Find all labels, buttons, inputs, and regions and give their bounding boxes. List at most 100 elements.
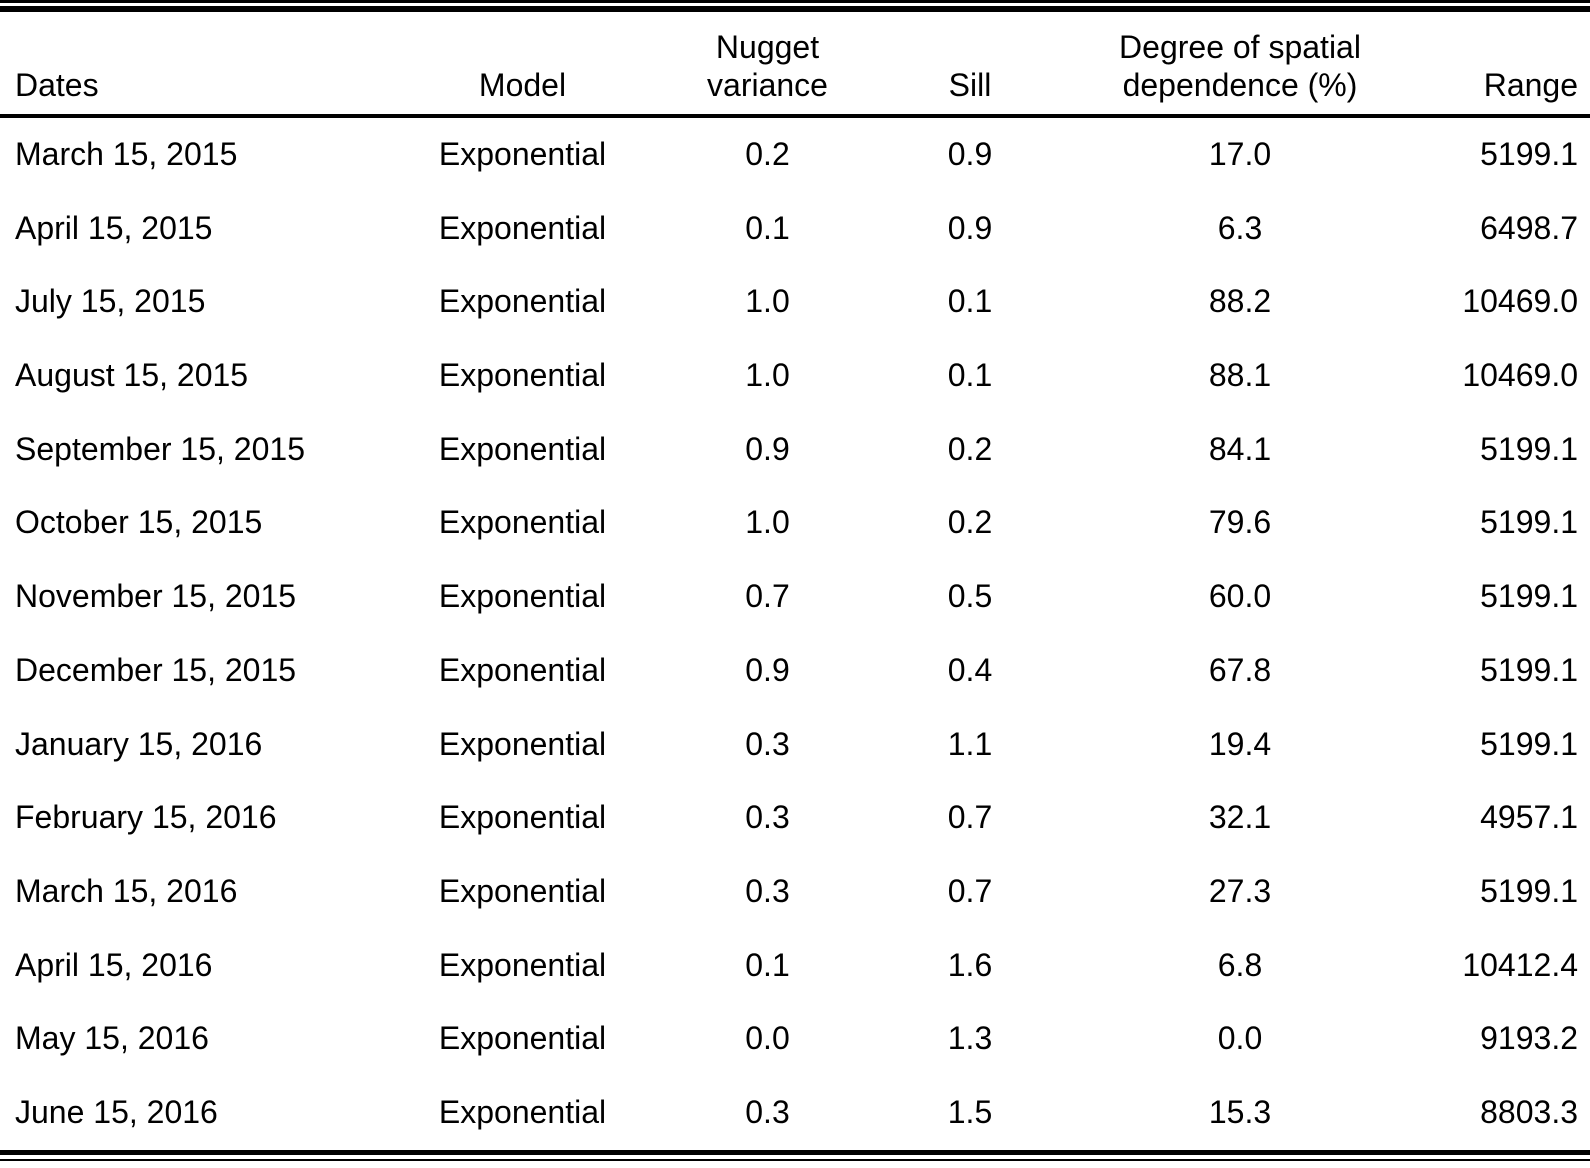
cell-nugget-variance: 0.3 [745, 799, 790, 836]
table-row: October 15, 2015 Exponential 1.0 0.2 79.… [0, 486, 1590, 560]
cell-sill: 0.1 [947, 357, 993, 394]
cell-degree: 15.3 [1208, 1093, 1272, 1130]
cell-degree: 6.8 [1217, 946, 1263, 983]
cell-sill: 0.2 [947, 430, 993, 467]
cell-sill: 0.5 [947, 578, 993, 615]
cell-dates: February 15, 2016 [15, 799, 277, 836]
cell-dates: September 15, 2015 [15, 430, 305, 467]
top-rule-thin [0, 0, 1590, 3]
cell-sill: 0.4 [947, 651, 993, 688]
cell-degree: 19.4 [1208, 725, 1272, 762]
cell-range: 5199.1 [1480, 651, 1578, 688]
cell-sill: 1.1 [947, 725, 993, 762]
cell-degree: 67.8 [1208, 651, 1272, 688]
cell-model: Exponential [438, 504, 607, 541]
cell-sill: 1.6 [947, 946, 993, 983]
cell-degree: 27.3 [1208, 872, 1272, 909]
cell-nugget-variance: 0.0 [745, 1020, 790, 1057]
header-row: Dates Model Nugget variance Sill Degree … [0, 12, 1590, 118]
col-header-dates: Dates [0, 12, 420, 118]
col-header-model: Model [420, 12, 625, 118]
table-row: February 15, 2016 Exponential 0.3 0.7 32… [0, 781, 1590, 855]
bottom-rule-thick [0, 1149, 1590, 1155]
cell-sill: 1.3 [947, 1020, 993, 1057]
cell-dates: May 15, 2016 [15, 1020, 209, 1057]
cell-degree: 17.0 [1208, 136, 1272, 173]
cell-model: Exponential [438, 209, 607, 246]
cell-nugget-variance: 0.9 [745, 430, 790, 467]
cell-model: Exponential [438, 946, 607, 983]
variogram-parameters-table: Dates Model Nugget variance Sill Degree … [0, 12, 1590, 1150]
cell-degree: 60.0 [1208, 578, 1272, 615]
cell-dates: August 15, 2015 [15, 357, 249, 394]
cell-dates: April 15, 2015 [15, 209, 213, 246]
cell-model: Exponential [438, 725, 607, 762]
cell-nugget-variance: 0.7 [745, 578, 790, 615]
cell-dates: March 15, 2016 [15, 872, 238, 909]
cell-degree: 88.2 [1208, 283, 1272, 320]
cell-dates: March 15, 2015 [15, 136, 238, 173]
cell-dates: January 15, 2016 [15, 725, 263, 762]
cell-model: Exponential [438, 357, 607, 394]
col-header-nugget-variance: Nugget variance [625, 12, 910, 118]
cell-sill: 0.7 [947, 799, 993, 836]
table-row: June 15, 2016 Exponential 0.3 1.5 15.3 8… [0, 1076, 1590, 1150]
cell-model: Exponential [438, 430, 607, 467]
cell-sill: 0.9 [947, 209, 993, 246]
cell-model: Exponential [438, 283, 607, 320]
table-row: January 15, 2016 Exponential 0.3 1.1 19.… [0, 708, 1590, 782]
table-header: Dates Model Nugget variance Sill Degree … [0, 12, 1590, 118]
cell-model: Exponential [438, 1020, 607, 1057]
cell-range: 10469.0 [1462, 283, 1578, 320]
cell-range: 6498.7 [1480, 209, 1578, 246]
cell-dates: October 15, 2015 [15, 504, 263, 541]
cell-nugget-variance: 1.0 [745, 283, 790, 320]
cell-range: 4957.1 [1480, 799, 1578, 836]
cell-range: 5199.1 [1480, 872, 1578, 909]
cell-model: Exponential [438, 136, 607, 173]
table-row: May 15, 2016 Exponential 0.0 1.3 0.0 919… [0, 1002, 1590, 1076]
table-row: September 15, 2015 Exponential 0.9 0.2 8… [0, 413, 1590, 487]
cell-range: 5199.1 [1480, 504, 1578, 541]
cell-range: 5199.1 [1480, 136, 1578, 173]
top-rule-thick [0, 6, 1590, 12]
cell-degree: 32.1 [1208, 799, 1272, 836]
cell-sill: 0.7 [947, 872, 993, 909]
cell-sill: 0.9 [947, 136, 993, 173]
cell-range: 5199.1 [1480, 578, 1578, 615]
cell-degree: 79.6 [1208, 504, 1272, 541]
cell-sill: 1.5 [947, 1093, 993, 1130]
cell-nugget-variance: 0.1 [745, 209, 790, 246]
cell-dates: November 15, 2015 [15, 578, 297, 615]
cell-nugget-variance: 1.0 [745, 504, 790, 541]
table-row: August 15, 2015 Exponential 1.0 0.1 88.1… [0, 339, 1590, 413]
cell-model: Exponential [438, 651, 607, 688]
cell-range: 5199.1 [1480, 430, 1578, 467]
cell-range: 8803.3 [1480, 1093, 1578, 1130]
cell-range: 10469.0 [1462, 357, 1578, 394]
cell-degree: 0.0 [1217, 1020, 1263, 1057]
cell-sill: 0.2 [947, 504, 993, 541]
table-row: March 15, 2016 Exponential 0.3 0.7 27.3 … [0, 855, 1590, 929]
cell-range: 5199.1 [1480, 725, 1578, 762]
cell-degree: 84.1 [1208, 430, 1272, 467]
cell-range: 9193.2 [1480, 1020, 1578, 1057]
table-row: December 15, 2015 Exponential 0.9 0.4 67… [0, 634, 1590, 708]
col-header-range: Range [1450, 12, 1590, 118]
cell-sill: 0.1 [947, 283, 993, 320]
cell-nugget-variance: 0.3 [745, 1093, 790, 1130]
bottom-rule-thin [0, 1158, 1590, 1161]
cell-dates: July 15, 2015 [15, 283, 206, 320]
cell-dates: April 15, 2016 [15, 946, 213, 983]
table-body: March 15, 2015 Exponential 0.2 0.9 17.0 … [0, 116, 1590, 1150]
cell-dates: June 15, 2016 [15, 1093, 218, 1130]
cell-nugget-variance: 0.3 [745, 872, 790, 909]
cell-nugget-variance: 1.0 [745, 357, 790, 394]
cell-nugget-variance: 0.9 [745, 651, 790, 688]
table-row: November 15, 2015 Exponential 0.7 0.5 60… [0, 560, 1590, 634]
col-header-degree: Degree of spatial dependence (%) [1030, 12, 1450, 118]
cell-dates: December 15, 2015 [15, 651, 297, 688]
col-header-sill: Sill [910, 12, 1030, 118]
cell-range: 10412.4 [1462, 946, 1578, 983]
